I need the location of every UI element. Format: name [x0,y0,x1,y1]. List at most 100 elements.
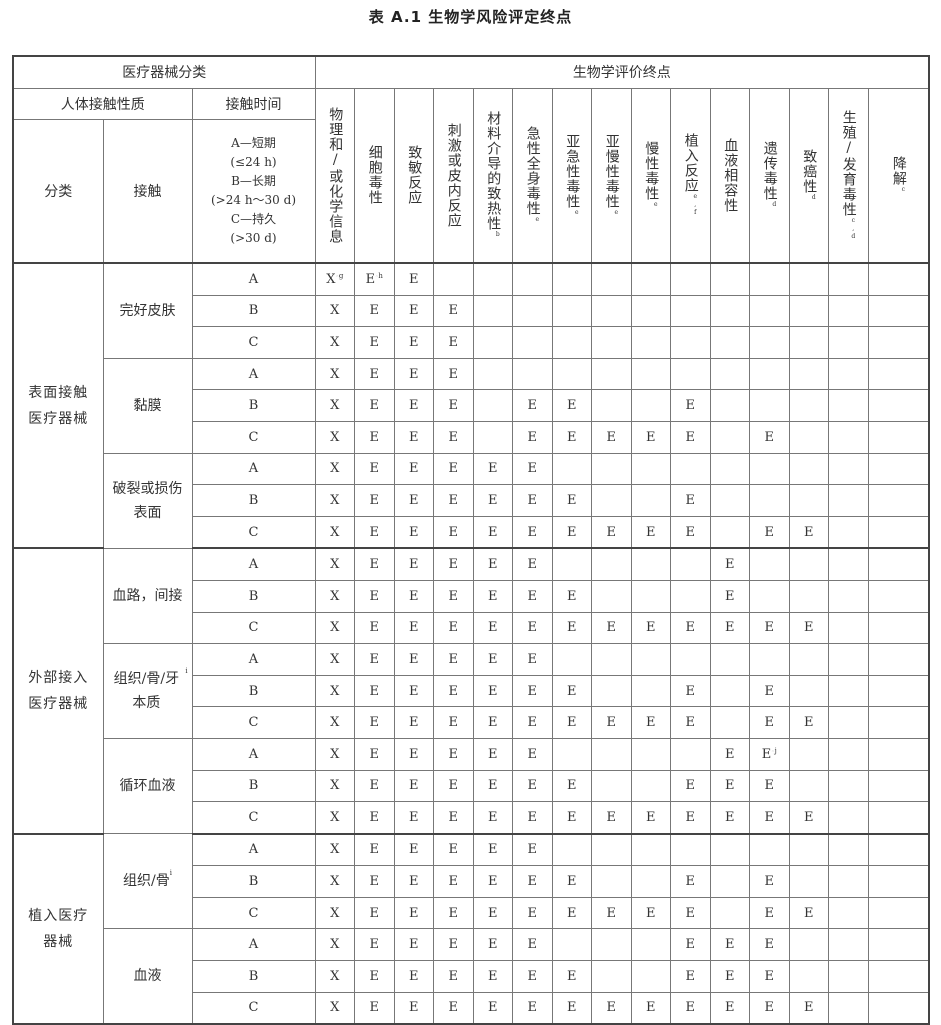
endpoint-cell: X [314,357,355,391]
endpoint-cell [828,484,869,517]
endpoint-cell [867,579,930,613]
endpoint-cell [828,928,869,962]
endpoint-cell [788,420,829,454]
endpoint-label: 降解 [890,156,907,187]
endpoint-cell: E [551,389,592,422]
endpoint-cell [749,357,790,391]
endpoint-cell: E [512,547,553,581]
endpoint-cell [670,833,711,867]
endpoint-cell: E [354,737,395,771]
endpoint-cell: E [709,960,750,993]
footnote-marker: ^j [771,746,777,755]
endpoint-cell: E [354,865,395,898]
endpoint-header: 急性全身毒性e [512,87,553,264]
endpoint-label-wrap: 细胞毒性 [366,145,383,205]
endpoint-cell: E [512,611,553,645]
endpoint-cell [828,389,869,422]
endpoint-label: 急性全身毒性 [524,126,541,217]
endpoint-cell: E [472,833,513,867]
category-header: 分类 [12,118,104,264]
endpoint-cell [867,769,930,803]
endpoint-cell: E [512,452,553,486]
endpoint-cell: E [512,420,553,454]
endpoint-cell [630,389,671,422]
endpoint-cell: E [433,484,474,517]
endpoint-cell: E [472,643,513,676]
footnote-marker: d [810,193,818,202]
endpoint-cell [551,833,592,867]
endpoint-cell [788,865,829,898]
endpoint-cell [867,833,930,867]
endpoint-cell: E [472,674,513,708]
endpoint-label: 慢性毒性 [643,141,660,202]
endpoint-cell: E [433,579,474,613]
contact-header: 接触 [102,118,193,264]
endpoint-cell [828,896,869,930]
endpoint-cell: E [788,896,829,930]
duration-cell: B [191,960,316,993]
endpoint-cell [828,960,869,993]
endpoint-cell: X [314,326,355,359]
endpoint-cell [867,547,930,581]
endpoint-cell [867,991,930,1025]
endpoint-cell: E [433,801,474,835]
endpoint-cell: E [670,960,711,993]
endpoint-cell [828,865,869,898]
endpoint-cell [867,357,930,391]
endpoint-cell [828,706,869,739]
endpoint-cell: E [591,611,632,645]
endpoint-cell: E [670,484,711,517]
endpoint-cell [828,769,869,803]
endpoint-cell [512,357,553,391]
endpoint-cell: E [512,928,553,962]
endpoint-cell [867,294,930,328]
endpoint-cell [788,484,829,517]
endpoint-cell: X [314,769,355,803]
endpoint-cell: E [433,515,474,550]
endpoint-cell: E [551,420,592,454]
duration-cell: B [191,769,316,803]
endpoint-cell [788,674,829,708]
endpoint-cell: E [433,326,474,359]
endpoint-cell [709,357,750,391]
endpoint-cell: E [670,515,711,550]
endpoint-cell: E [749,515,790,550]
endpoint-cell: E [749,706,790,739]
endpoint-cell [867,928,930,962]
endpoint-cell: X [314,991,355,1025]
endpoint-cell: E [393,262,434,296]
endpoint-cell [472,294,513,328]
endpoint-label-wrap: 遗传毒性d [761,141,778,209]
endpoint-cell: E [354,833,395,867]
superscript-caret: ^ [335,273,339,279]
endpoint-cell: E [749,865,790,898]
endpoint-cell [749,326,790,359]
endpoint-cell: E [551,484,592,517]
endpoint-cell [591,674,632,708]
footnote-marker: e [652,201,660,210]
endpoint-cell: E [433,452,474,486]
endpoint-cell: E [709,801,750,835]
contact-label: 组织/骨/牙本质 [113,671,180,712]
endpoint-cell: E [433,643,474,676]
endpoint-cell [709,865,750,898]
endpoint-cell [709,484,750,517]
footnote-marker: c [899,186,907,195]
duration-legend-line: B—长期 [231,173,276,188]
endpoint-cell [591,960,632,993]
endpoint-cell [670,326,711,359]
endpoint-header: 刺激或皮内反应 [433,87,474,264]
endpoint-cell [788,769,829,803]
duration-legend-line: (>30 d) [230,230,277,245]
contact-label: 组织/骨 [123,873,170,890]
contact-label: 破裂或损伤表面 [112,480,183,521]
endpoint-header: 细胞毒性 [354,87,395,264]
endpoint-cell: E [788,515,829,550]
endpoint-label-wrap: 血液相容性 [721,138,738,213]
table-row: 外部接入医疗器械 血路，间接 A X E E E E E E [12,547,930,835]
endpoint-cell: E [472,737,513,771]
endpoint-cell: E [472,452,513,486]
endpoint-cell [867,484,930,517]
